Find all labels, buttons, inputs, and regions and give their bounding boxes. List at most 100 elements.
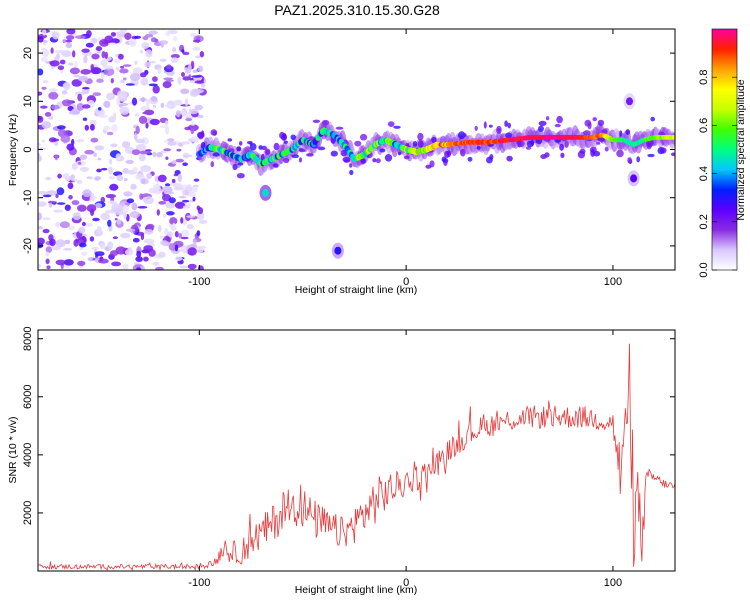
- noise-blob: [75, 91, 85, 96]
- ridge-fleck: [597, 119, 605, 127]
- noise-blob: [174, 231, 179, 238]
- noise-blob: [81, 251, 88, 256]
- noise-blob: [91, 53, 100, 60]
- noise-blob: [123, 178, 128, 182]
- noise-blob: [78, 75, 89, 82]
- ridge-fleck: [592, 117, 597, 122]
- noise-blob: [50, 47, 54, 54]
- noise-blob: [64, 204, 71, 211]
- ridge-fleck: [258, 145, 263, 150]
- noise-blob: [82, 117, 88, 121]
- noise-blob: [187, 263, 197, 270]
- noise-blob: [152, 85, 160, 94]
- noise-blob: [140, 178, 149, 185]
- noise-blob: [119, 106, 130, 115]
- ridge-fleck: [507, 122, 511, 129]
- noise-blob: [96, 226, 102, 235]
- noise-blob: [59, 59, 66, 65]
- spectrogram-x-label: Height of straight line (km): [295, 284, 418, 296]
- noise-blob: [110, 32, 116, 37]
- ridge-fleck: [375, 158, 381, 164]
- noise-blob: [162, 194, 171, 202]
- noise-blob: [198, 219, 208, 224]
- noise-blob: [69, 67, 80, 75]
- noise-blob: [103, 100, 111, 108]
- noise-blob: [128, 38, 137, 47]
- spectrogram-feature: [334, 246, 342, 255]
- noise-blob: [55, 239, 66, 248]
- noise-blob: [163, 77, 174, 81]
- ridge-fleck: [354, 140, 362, 147]
- noise-blob: [68, 225, 75, 230]
- noise-blob: [138, 154, 146, 162]
- noise-blob: [106, 92, 115, 101]
- noise-blob: [60, 134, 71, 143]
- ridge-fleck: [599, 138, 604, 143]
- spectrogram-ridge: [195, 115, 675, 179]
- noise-blob: [148, 249, 156, 257]
- noise-blob: [186, 215, 196, 218]
- x-tick-label: 0: [403, 577, 409, 589]
- noise-blob: [86, 204, 97, 213]
- noise-blob: [95, 202, 102, 209]
- noise-blob: [135, 173, 145, 180]
- noise-blob: [122, 64, 132, 67]
- snr-series-line: [38, 343, 675, 571]
- noise-blob: [45, 258, 50, 265]
- noise-blob: [156, 152, 163, 158]
- spectrogram-feature: [626, 97, 633, 106]
- noise-blob: [41, 86, 47, 90]
- noise-blob: [38, 143, 42, 146]
- colorbar-tick-label: 0.0: [698, 262, 710, 277]
- noise-blob: [66, 29, 76, 35]
- noise-blob: [123, 77, 127, 81]
- ridge-fleck: [291, 154, 299, 159]
- noise-blob: [192, 184, 199, 188]
- noise-blob: [45, 177, 52, 181]
- noise-blob: [72, 212, 81, 221]
- noise-blob: [100, 72, 105, 79]
- noise-blob: [160, 102, 165, 108]
- noise-blob: [119, 103, 129, 106]
- noise-blob: [100, 212, 110, 220]
- noise-blob: [71, 79, 82, 87]
- noise-blob: [42, 228, 50, 234]
- ridge-fleck: [538, 120, 547, 127]
- noise-blob: [123, 211, 127, 220]
- noise-blob: [178, 195, 187, 199]
- ridge-fleck: [283, 140, 289, 144]
- noise-blob: [85, 42, 94, 48]
- noise-blob: [173, 36, 178, 42]
- noise-blob: [125, 159, 134, 164]
- noise-blob: [68, 62, 74, 66]
- noise-blob: [45, 61, 50, 64]
- noise-blob: [38, 212, 42, 221]
- noise-blob: [41, 121, 51, 129]
- ridge-fleck: [488, 124, 493, 128]
- noise-blob: [48, 88, 58, 93]
- noise-blob: [71, 178, 78, 182]
- noise-blob: [148, 61, 156, 64]
- noise-blob: [152, 151, 157, 158]
- y-tick-label: 0: [22, 146, 34, 152]
- ridge-fleck: [441, 156, 447, 163]
- colorbar-label: Normalized spectral amplitude: [735, 79, 747, 220]
- noise-blob: [56, 202, 66, 205]
- noise-blob: [167, 231, 173, 238]
- noise-blob: [131, 97, 138, 106]
- ridge-fleck: [412, 141, 418, 147]
- ridge-fleck: [312, 119, 321, 124]
- noise-blob: [118, 53, 124, 60]
- ridge-fleck: [393, 125, 401, 129]
- noise-blob: [181, 72, 185, 77]
- ridge-fleck: [525, 146, 532, 150]
- noise-blob: [159, 58, 167, 62]
- spectrogram-feature: [262, 188, 269, 197]
- noise-blob: [175, 256, 183, 261]
- ridge-fleck: [483, 121, 487, 129]
- noise-blob: [132, 237, 140, 243]
- y-tick-label: 20: [22, 47, 34, 59]
- noise-blob: [144, 61, 152, 68]
- noise-blob: [144, 228, 154, 235]
- snr-y-ticks: 2000 4000 6000 8000: [22, 326, 675, 525]
